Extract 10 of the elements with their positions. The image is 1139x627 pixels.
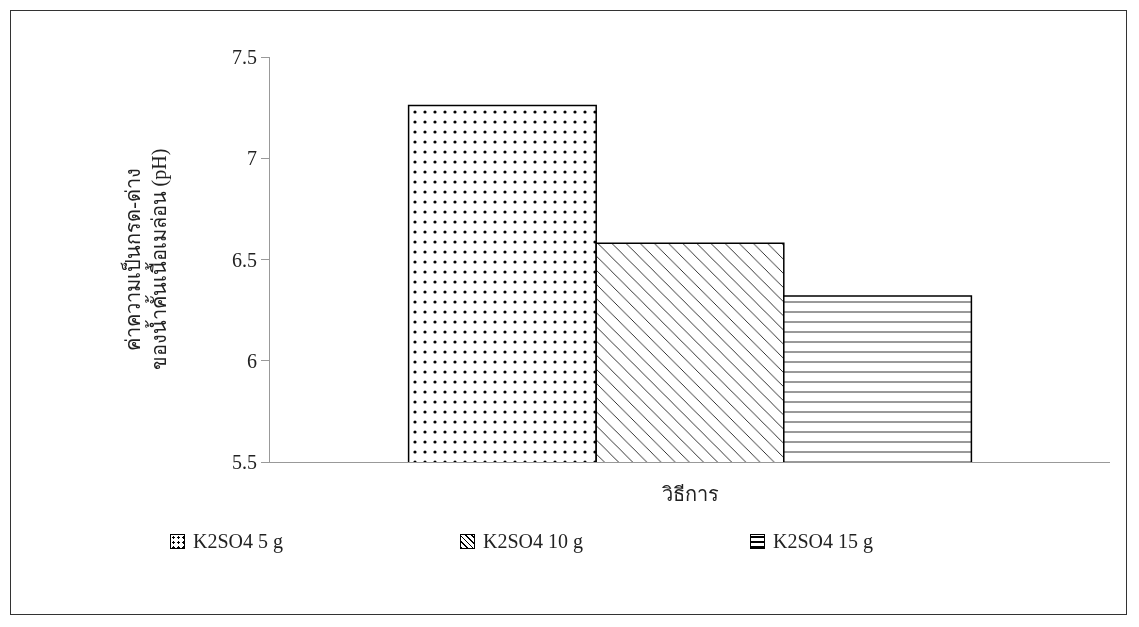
- y-tick-label: 7.5: [232, 46, 257, 68]
- y-tick-label: 5.5: [232, 451, 257, 473]
- y-tick-label: 6: [247, 349, 257, 372]
- y-axis-title: ค่าความเป็นกรด-ด่าง ของน้ำคั้นเนื้อเมล่อน (pH): [119, 148, 171, 371]
- y-tick-label: 6.5: [232, 248, 257, 271]
- legend-label: K2SO4 10 g: [483, 530, 584, 553]
- legend-label: K2SO4 15 g: [773, 530, 874, 553]
- x-axis-title: วิธีการ: [661, 482, 719, 505]
- legend-label: K2SO4 5 g: [193, 530, 284, 553]
- y-tick-label: 7: [247, 147, 257, 170]
